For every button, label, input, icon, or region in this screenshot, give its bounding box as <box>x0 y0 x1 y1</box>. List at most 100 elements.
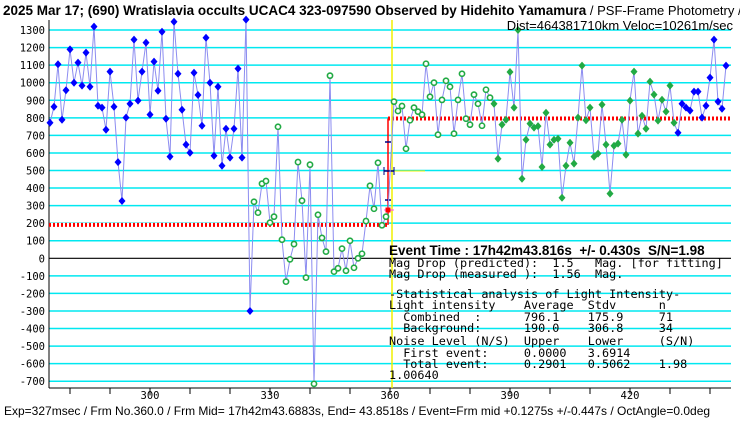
data-point <box>526 119 534 128</box>
data-point-hollow <box>458 70 466 78</box>
data-point <box>54 60 62 69</box>
data-point <box>698 113 706 122</box>
data-point-hollow <box>482 86 490 94</box>
y-tick-label: -700 <box>20 376 45 388</box>
data-point-hollow <box>438 96 446 104</box>
data-point-hollow <box>314 211 322 219</box>
y-tick-label: 800 <box>26 113 45 125</box>
data-point <box>182 140 190 149</box>
data-point <box>146 110 154 119</box>
data-point-hollow <box>326 72 334 80</box>
data-point-hollow <box>390 98 398 106</box>
data-line <box>49 19 727 384</box>
data-point <box>86 82 94 91</box>
axes <box>48 20 731 394</box>
data-point-hollow <box>378 221 386 229</box>
y-tick-label: -100 <box>20 271 45 283</box>
data-point <box>658 95 666 104</box>
stats-row-background: 306.8 <box>588 321 624 335</box>
data-point <box>674 128 682 137</box>
data-point <box>214 82 222 91</box>
data-point <box>194 90 202 99</box>
x-tick-label: 300 <box>141 390 160 402</box>
data-point-hollow <box>442 77 450 85</box>
data-point-hollow <box>434 131 442 139</box>
data-point <box>518 174 526 183</box>
data-point <box>198 121 206 130</box>
mag-drop-measured: Mag Drop (measured ): 1.56 Mag. <box>389 267 623 281</box>
data-point <box>722 61 730 70</box>
x-tick-label: 330 <box>261 390 280 402</box>
data-point <box>186 148 194 157</box>
noise-table-header: Noise Level (N/S) <box>389 334 510 348</box>
y-tick-label: 1100 <box>20 60 45 72</box>
y-tick-label: 900 <box>26 95 45 107</box>
data-point <box>654 116 662 125</box>
data-point <box>98 103 106 112</box>
data-point <box>210 151 218 160</box>
data-point-hollow <box>462 115 470 123</box>
x-tick-label: 360 <box>381 390 400 402</box>
data-point-hollow <box>470 91 478 99</box>
data-point-hollow <box>366 182 374 190</box>
data-point <box>554 134 562 143</box>
data-point-hollow <box>290 240 298 248</box>
data-point <box>670 118 678 127</box>
data-point <box>202 33 210 42</box>
data-point <box>546 140 554 149</box>
data-point-hollow <box>422 60 430 68</box>
data-point <box>598 100 606 109</box>
data-point <box>162 114 170 123</box>
noise-row-first-event: 3.6914 <box>588 346 631 360</box>
stats-row-background: 190.0 <box>524 321 560 335</box>
data-point-hollow <box>478 122 486 130</box>
data-point-hollow <box>354 254 362 262</box>
data-point <box>510 103 518 112</box>
y-tick-label: 400 <box>26 183 45 195</box>
noise-row-total-event: 0.2901 <box>524 357 567 371</box>
data-point <box>62 86 70 95</box>
y-tick-label: 700 <box>26 130 45 142</box>
stats-row-combined: 796.1 <box>524 310 560 324</box>
y-tick-label: -400 <box>20 324 45 336</box>
data-point-hollow <box>430 79 438 87</box>
data-point <box>678 99 686 108</box>
data-point-hollow <box>418 111 426 119</box>
data-point-hollow <box>294 158 302 166</box>
data-point-hollow <box>450 130 458 138</box>
stats-row-combined: 71 <box>659 310 673 324</box>
data-point <box>534 122 542 131</box>
data-point <box>498 120 506 129</box>
data-point <box>574 113 582 122</box>
data-point-hollow <box>298 197 306 205</box>
data-point <box>578 61 586 70</box>
data-point-hollow <box>334 264 342 272</box>
y-tick-label: -300 <box>20 306 45 318</box>
data-point-hollow <box>310 380 318 388</box>
data-point <box>666 81 674 90</box>
footer-info: Exp=327msec / Frm No.360.0 / Frm Mid= 17… <box>4 404 710 418</box>
event-data-point <box>385 207 391 213</box>
data-point <box>126 99 134 108</box>
data-point <box>582 116 590 125</box>
data-point <box>606 189 614 198</box>
data-point <box>714 97 722 106</box>
data-point-hollow <box>406 116 414 124</box>
data-point-hollow <box>274 123 282 131</box>
data-point <box>218 161 226 170</box>
noise-row-total-event: Total event: <box>389 357 488 371</box>
noise-row-first-event: 0.0000 <box>524 346 567 360</box>
data-point <box>66 45 74 54</box>
stats-section-title: -Statistical analysis of Light Intensity… <box>389 287 680 301</box>
data-point <box>110 102 118 111</box>
y-tick-label: 1200 <box>20 43 45 55</box>
data-point <box>138 67 146 76</box>
data-point <box>718 104 726 113</box>
data-point <box>694 87 702 96</box>
data-point-hollow <box>262 177 270 185</box>
event-time: Event Time : 17h42m43.816s +/- 0.430s S/… <box>389 243 705 258</box>
data-point <box>642 124 650 133</box>
data-point <box>50 102 58 111</box>
data-point-hollow <box>254 209 262 217</box>
data-point <box>78 81 86 90</box>
